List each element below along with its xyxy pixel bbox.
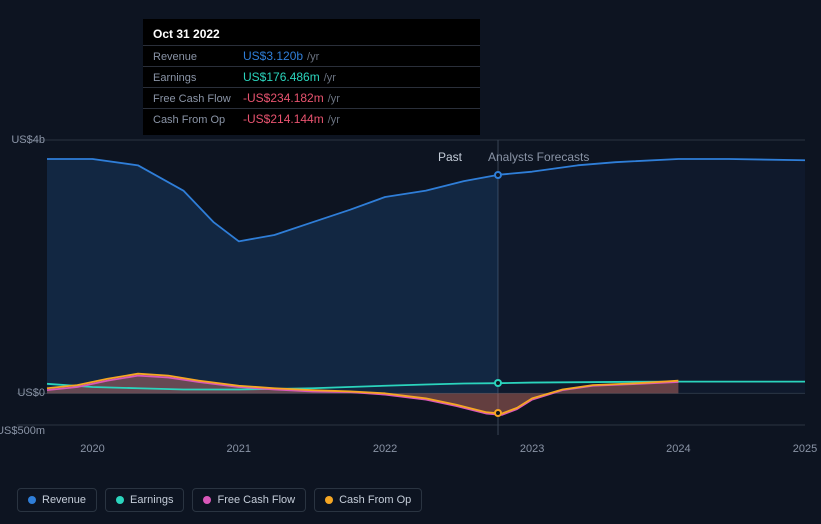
chart-legend: Revenue Earnings Free Cash Flow Cash From O… [17,488,422,512]
legend-label: Earnings [130,494,173,506]
tooltip-metric-unit: /yr [328,114,340,126]
tooltip-row: Earnings US$176.486m /yr [143,66,480,87]
y-axis-label: US$4b [11,134,45,146]
section-past-label: Past [438,150,462,164]
financial-chart: US$4bUS$0-US$500m 2020202120222023202420… [17,125,805,445]
tooltip-date: Oct 31 2022 [143,25,480,45]
legend-label: Revenue [42,494,86,506]
legend-dot [28,496,36,504]
chart-marker [494,409,502,417]
y-axis-label: US$0 [17,387,45,399]
legend-item[interactable]: Free Cash Flow [192,488,306,512]
section-forecast-label: Analysts Forecasts [488,150,589,164]
y-axis-label: -US$500m [0,413,45,437]
x-axis-label: 2022 [373,443,397,455]
tooltip-metric-value: US$176.486m [243,70,320,84]
chart-marker [494,379,502,387]
legend-item[interactable]: Revenue [17,488,97,512]
x-axis-label: 2021 [227,443,251,455]
x-axis-label: 2025 [793,443,817,455]
chart-marker [494,171,502,179]
legend-dot [203,496,211,504]
tooltip-metric-label: Earnings [153,72,243,84]
tooltip-metric-label: Revenue [153,51,243,63]
x-axis-label: 2024 [666,443,690,455]
tooltip-metric-value: -US$234.182m [243,91,324,105]
tooltip-row: Revenue US$3.120b /yr [143,45,480,66]
tooltip-metric-value: US$3.120b [243,49,303,63]
x-axis-label: 2023 [520,443,544,455]
legend-label: Cash From Op [339,494,411,506]
legend-item[interactable]: Cash From Op [314,488,422,512]
tooltip-row: Cash From Op -US$214.144m /yr [143,108,480,129]
legend-item[interactable]: Earnings [105,488,184,512]
tooltip-row: Free Cash Flow -US$234.182m /yr [143,87,480,108]
tooltip-metric-unit: /yr [328,93,340,105]
tooltip-metric-value: -US$214.144m [243,112,324,126]
tooltip-metric-unit: /yr [324,72,336,84]
tooltip-metric-label: Free Cash Flow [153,93,243,105]
tooltip-metric-label: Cash From Op [153,114,243,126]
legend-dot [116,496,124,504]
legend-label: Free Cash Flow [217,494,295,506]
tooltip-metric-unit: /yr [307,51,319,63]
x-axis-label: 2020 [80,443,104,455]
legend-dot [325,496,333,504]
chart-tooltip: Oct 31 2022 Revenue US$3.120b /yrEarning… [143,19,480,135]
